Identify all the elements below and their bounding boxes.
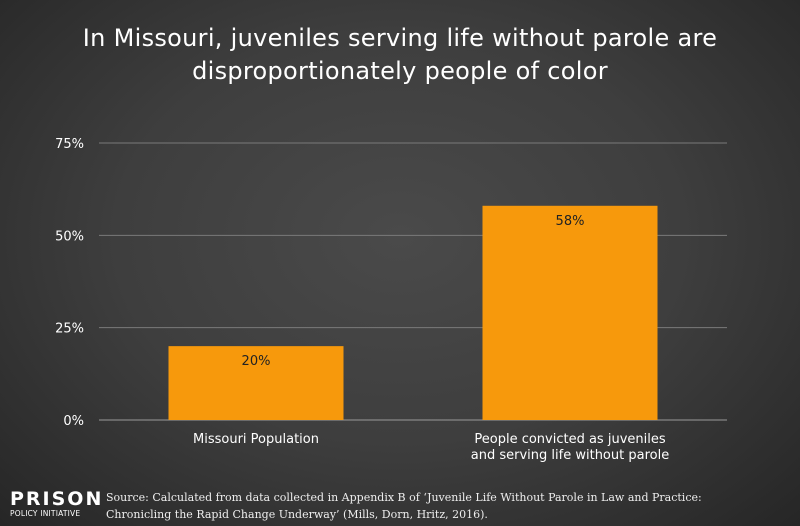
x-category-label: and serving life without parole xyxy=(471,448,669,463)
x-category-label: People convicted as juveniles xyxy=(474,432,665,447)
y-tick-label: 50% xyxy=(55,229,84,244)
logo-line2: POLICY INITIATIVE xyxy=(10,509,81,518)
source-line2: Chronicling the Rapid Change Underway’ (… xyxy=(106,508,488,521)
logo-line1: PRISON xyxy=(10,488,104,510)
x-category-label: Missouri Population xyxy=(193,432,319,447)
bar xyxy=(168,346,344,420)
y-tick-label: 25% xyxy=(55,322,84,337)
source-note: Source: Calculated from data collected i… xyxy=(106,489,702,523)
bar-chart: 0% 25% 50% 75% 20% Missouri Population 58% Peop… xyxy=(55,137,727,463)
data-label: 58% xyxy=(556,214,585,229)
y-tick-label: 0% xyxy=(63,414,84,429)
chart-title: In Missouri, juveniles serving life with… xyxy=(82,24,718,85)
bar xyxy=(482,205,658,420)
y-tick-label: 75% xyxy=(55,137,84,152)
source-line1: Source: Calculated from data collected i… xyxy=(106,491,702,504)
prison-policy-initiative-logo: PRISON POLICY INITIATIVE xyxy=(10,489,103,519)
data-label: 20% xyxy=(242,354,271,369)
